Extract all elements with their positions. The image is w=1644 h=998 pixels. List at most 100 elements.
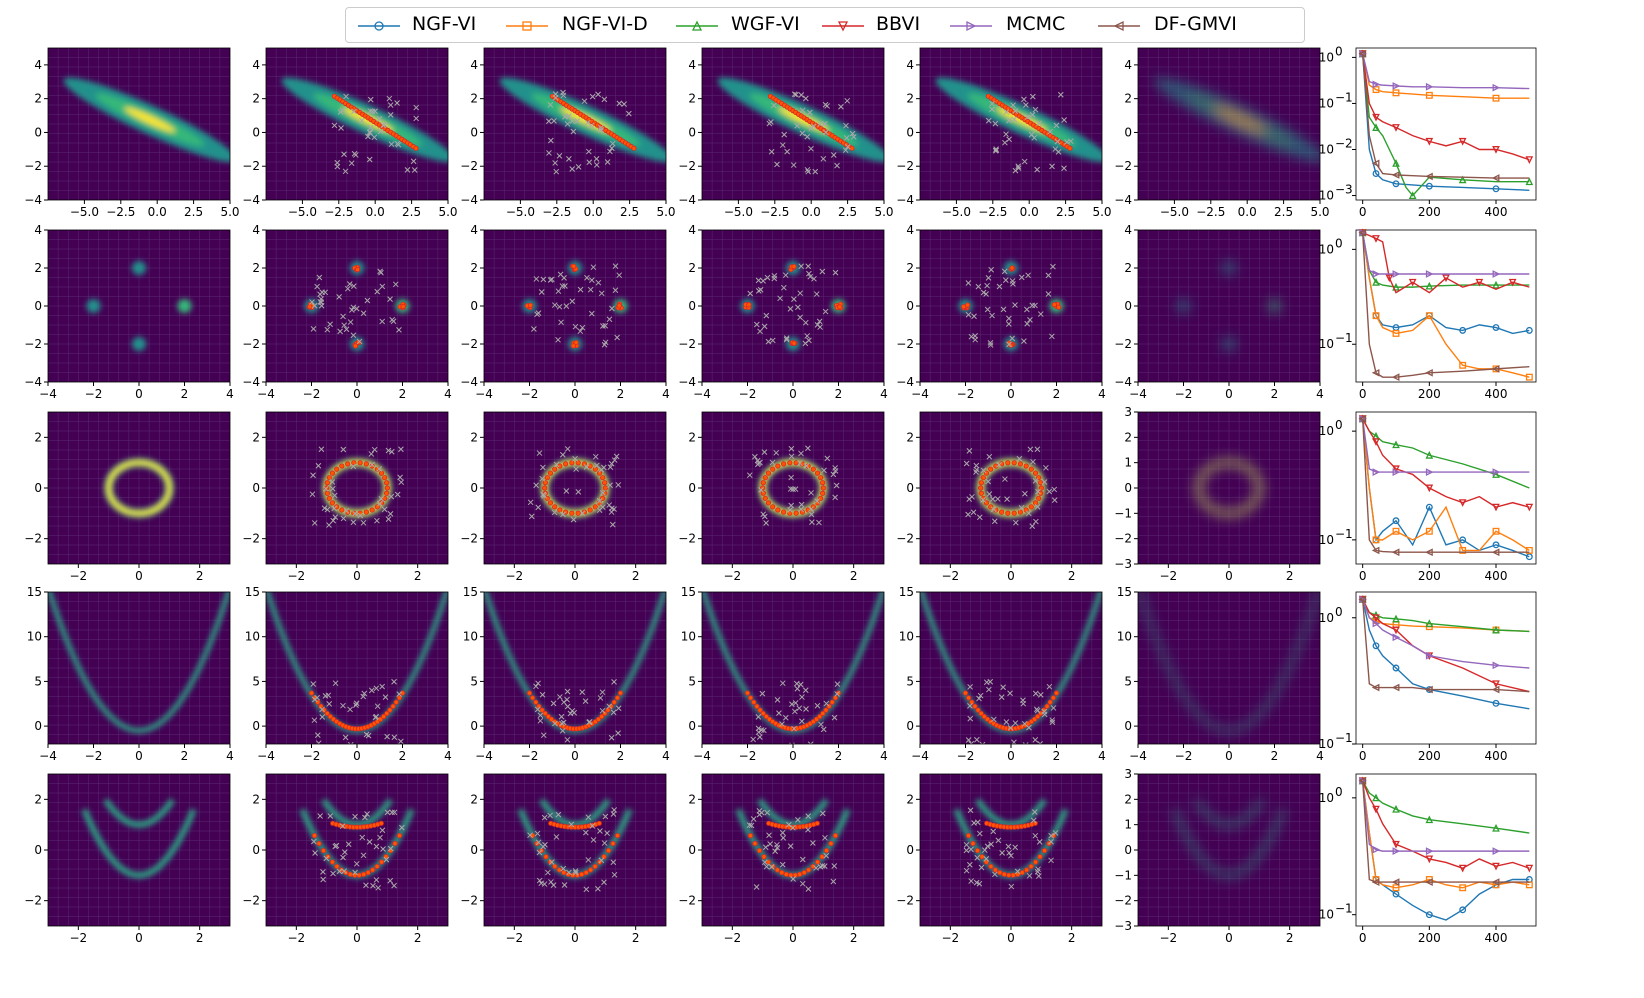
- particle: [774, 867, 780, 873]
- y-tick-label: −2: [24, 337, 42, 351]
- initial-x-marker: [771, 102, 777, 109]
- panel-r1-c2: −5.0 −2.5 0.0 2.5 5.0 −4 −2 0 2 4: [242, 47, 458, 219]
- particle: [374, 863, 380, 870]
- initial-x-marker: [1048, 838, 1054, 845]
- initial-x-marker: [1010, 102, 1016, 109]
- initial-x-marker: [794, 685, 801, 692]
- initial-x-marker: [822, 834, 828, 841]
- particle: [965, 833, 972, 839]
- particle: [763, 713, 769, 720]
- x-tick-label: 4: [662, 749, 670, 763]
- particle: [1032, 470, 1039, 476]
- x-tick-label: −2: [1159, 569, 1177, 583]
- initial-x-marker: [326, 701, 333, 707]
- particle: [765, 470, 772, 476]
- initial-x-marker: [1009, 278, 1016, 284]
- x-tick-label: 2: [632, 569, 640, 583]
- x-tick-label: 200: [1418, 569, 1441, 583]
- initial-x-marker: [799, 130, 806, 137]
- initial-x-marker: [364, 297, 371, 304]
- x-tick-label: 4: [444, 387, 452, 401]
- initial-x-marker: [995, 837, 1002, 844]
- initial-x-marker: [559, 283, 566, 289]
- y-tick-label: 0: [34, 719, 42, 733]
- particle: [308, 690, 315, 696]
- series-marker: [1525, 546, 1533, 554]
- initial-x-marker: [555, 336, 561, 343]
- x-tick-label: −2: [69, 569, 87, 583]
- y-tick-label: 2: [906, 430, 914, 444]
- y-tick-label: 2: [470, 792, 478, 806]
- series-marker: [1372, 123, 1380, 131]
- initial-x-marker: [319, 714, 326, 720]
- initial-x-marker: [587, 286, 594, 293]
- x-tick-label: 4: [1098, 749, 1106, 763]
- initial-x-marker: [332, 680, 339, 687]
- initial-x-marker: [747, 290, 754, 297]
- particle: [556, 867, 562, 873]
- initial-x-marker: [343, 93, 349, 100]
- initial-x-marker: [976, 695, 982, 702]
- series-marker: [1492, 503, 1500, 512]
- particle: [999, 509, 1005, 515]
- series-marker: [1392, 633, 1401, 642]
- initial-x-marker: [559, 727, 566, 734]
- particle: [602, 485, 608, 491]
- particle: [544, 495, 550, 501]
- particle: [972, 703, 978, 709]
- initial-x-marker: [832, 269, 839, 276]
- initial-x-marker: [548, 137, 554, 144]
- y-tick-label: −2: [242, 532, 260, 546]
- initial-x-marker: [324, 506, 331, 513]
- initial-x-marker: [367, 108, 374, 114]
- particle: [814, 859, 821, 865]
- y-tick-label: −4: [460, 193, 478, 207]
- initial-x-marker: [612, 263, 619, 270]
- series-marker: [1372, 113, 1380, 122]
- y-tick-label: −2: [24, 532, 42, 546]
- series-marker: [1372, 805, 1380, 814]
- y-tick-label: 4: [252, 223, 260, 237]
- particle: [746, 302, 752, 308]
- initial-x-marker: [331, 122, 338, 129]
- x-tick-label: 0: [1225, 569, 1233, 583]
- x-tick-label: 5.0: [656, 205, 675, 219]
- initial-x-marker: [1046, 683, 1053, 690]
- initial-x-marker: [819, 810, 826, 817]
- initial-x-marker: [366, 129, 373, 135]
- series-marker: [1358, 414, 1367, 423]
- initial-x-marker: [391, 809, 398, 816]
- y-tick-label: 10: [1319, 337, 1334, 351]
- x-tick-label: −2.5: [542, 205, 571, 219]
- series-marker: [1425, 878, 1433, 886]
- initial-x-marker: [573, 466, 579, 472]
- x-tick-label: 0: [135, 387, 143, 401]
- series-line-df-gmvi: [1361, 599, 1530, 693]
- series-marker: [1425, 172, 1433, 181]
- initial-x-marker: [806, 109, 813, 116]
- initial-x-marker: [1047, 128, 1053, 135]
- series-marker: [1392, 804, 1400, 813]
- y-tick-exponent: 0: [1335, 236, 1343, 250]
- particle: [542, 485, 548, 491]
- y-tick-label: −2: [896, 159, 914, 173]
- series-marker: [1459, 884, 1467, 892]
- initial-x-marker: [1018, 505, 1025, 511]
- initial-x-marker: [1032, 737, 1039, 743]
- initial-x-marker: [540, 276, 547, 283]
- initial-x-marker: [792, 486, 799, 492]
- particle: [751, 699, 757, 705]
- x-tick-label: 0: [1007, 749, 1015, 763]
- initial-x-marker: [1050, 263, 1056, 270]
- particle: [324, 480, 330, 486]
- initial-x-marker: [794, 817, 801, 823]
- particle: [761, 854, 767, 860]
- y-tick-label: 0: [252, 719, 260, 733]
- initial-x-marker: [556, 153, 563, 159]
- initial-x-marker: [796, 705, 803, 712]
- initial-x-marker: [311, 520, 318, 526]
- particle: [596, 820, 602, 826]
- initial-x-marker: [527, 832, 533, 839]
- initial-x-marker: [531, 326, 537, 332]
- panel-content: [740, 261, 846, 351]
